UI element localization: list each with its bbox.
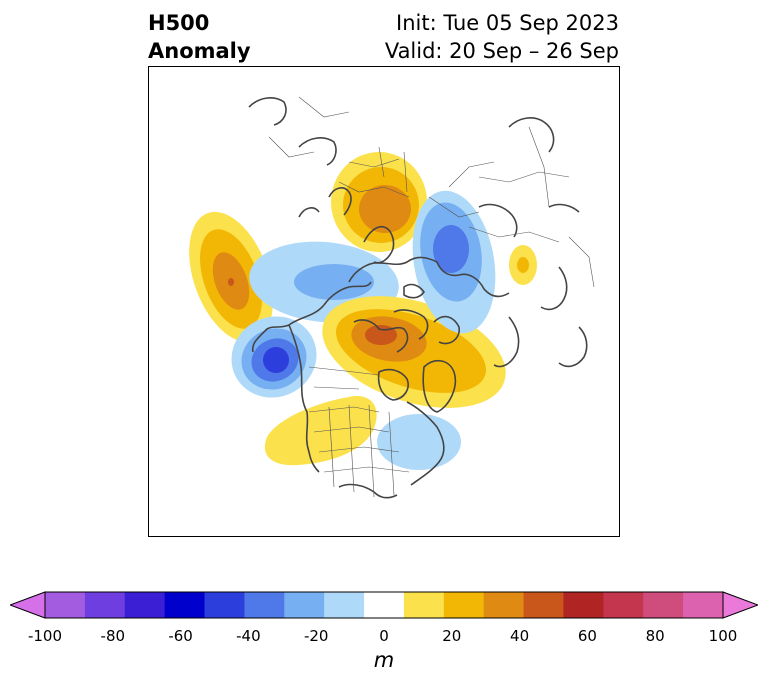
title-line2: Anomaly xyxy=(148,39,251,63)
colorbar-bin xyxy=(523,592,564,618)
colorbar-bin xyxy=(45,592,86,618)
colorbar-bin xyxy=(204,592,245,618)
colorbar-bin xyxy=(164,592,206,618)
colorbar-bin xyxy=(324,592,365,618)
anomaly-eastern-us xyxy=(377,414,461,470)
title-line1: H500 xyxy=(148,11,210,35)
valid-range: Valid: 20 Sep – 26 Sep xyxy=(384,39,619,63)
anomaly-western-na xyxy=(264,396,377,466)
colorbar-tick-label: -40 xyxy=(236,627,261,645)
init-date: Init: Tue 05 Sep 2023 xyxy=(396,11,619,35)
date-block: Init: Tue 05 Sep 2023 Valid: 20 Sep – 26… xyxy=(385,9,619,65)
colorbar-outline xyxy=(44,591,724,619)
colorbar-tick-label: -80 xyxy=(100,627,126,645)
colorbar-bin xyxy=(683,592,724,618)
colorbar-tick-label: 60 xyxy=(577,627,597,645)
colorbar-bin xyxy=(364,592,405,618)
colorbar-bin xyxy=(403,592,445,618)
colorbar-unit: m xyxy=(373,648,395,672)
colorbar-tick-label: 20 xyxy=(442,627,462,645)
anomaly-fields xyxy=(189,152,537,470)
colorbar xyxy=(10,591,758,619)
colorbar-extend-min xyxy=(10,591,46,619)
map-svg xyxy=(189,96,595,499)
colorbar-bin xyxy=(563,592,604,618)
colorbar-bin xyxy=(603,592,644,618)
colorbar-bin xyxy=(284,592,325,618)
colorbar-bin xyxy=(643,592,684,618)
colorbar-tick-label: 100 xyxy=(708,627,738,645)
colorbar-bin xyxy=(244,592,285,618)
colorbar-segments xyxy=(45,592,724,618)
map-panel xyxy=(148,66,620,537)
colorbar-tick-label: -20 xyxy=(303,627,329,645)
colorbar-tick-label: -100 xyxy=(27,627,63,645)
country-borders xyxy=(268,96,595,498)
colorbar-tick-label: 40 xyxy=(510,627,530,645)
coastlines xyxy=(248,97,588,499)
colorbar-bin xyxy=(84,592,126,618)
title-block: H500 Anomaly xyxy=(148,9,251,65)
colorbar-bin xyxy=(124,592,166,618)
colorbar-extend-max xyxy=(722,591,758,619)
colorbar-bin xyxy=(443,592,485,618)
colorbar-tick-label: 80 xyxy=(645,627,665,645)
colorbar-tick-label: 0 xyxy=(379,627,389,645)
colorbar-ticks: -100 -80 -60 -40 -20 0 20 40 60 80 100 xyxy=(0,627,768,647)
colorbar-tick-label: -60 xyxy=(168,627,193,645)
colorbar-bin xyxy=(483,592,525,618)
